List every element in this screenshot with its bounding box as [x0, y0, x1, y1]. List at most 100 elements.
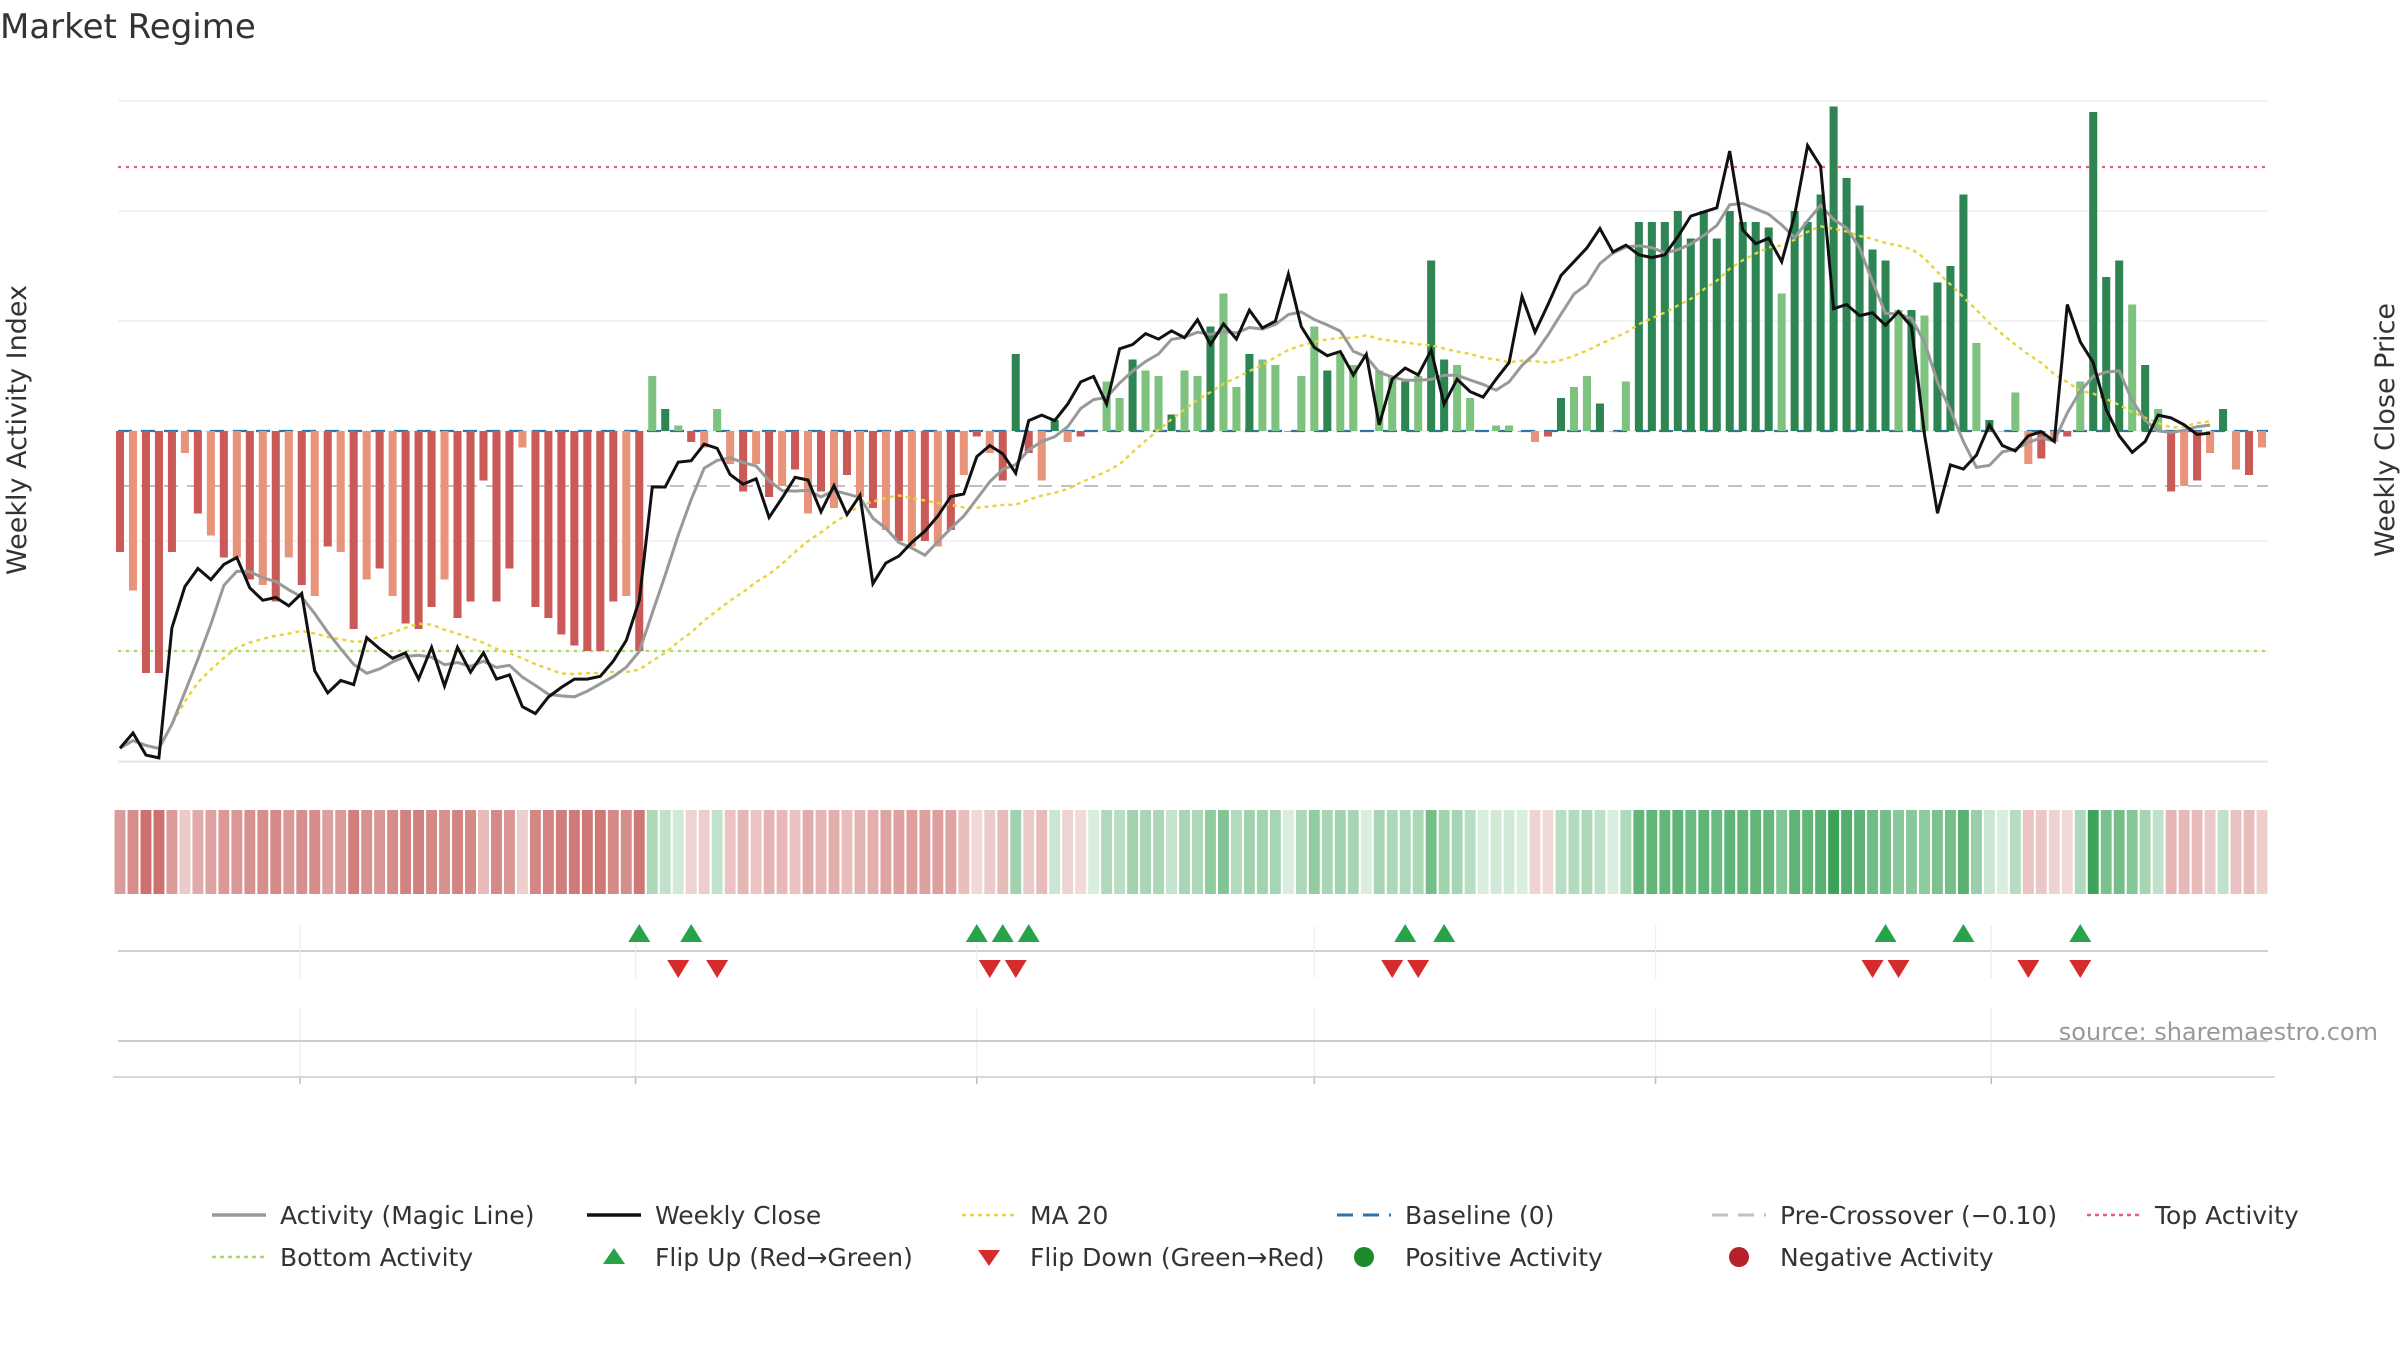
regime-strip-cell: [1230, 810, 1242, 894]
flip-down-marker: [2069, 960, 2092, 978]
regime-strip-cell: [2126, 810, 2138, 894]
regime-strip-cell: [958, 810, 970, 894]
flip-up-marker: [628, 924, 651, 942]
activity-bar: [1660, 222, 1669, 431]
flip-down-marker: [1407, 960, 1430, 978]
activity-bar: [1530, 431, 1540, 442]
regime-strip-cell: [1607, 810, 1619, 894]
regime-strip-cell: [1919, 810, 1930, 894]
legend-label: Bottom Activity: [280, 1242, 474, 1272]
activity-bar: [2115, 260, 2124, 431]
regime-strip-cell: [659, 810, 671, 894]
triangle-up-icon: [603, 1248, 625, 1264]
regime-strip-cell: [2035, 810, 2047, 894]
activity-bar: [1232, 387, 1241, 431]
activity-bar: [1998, 431, 2007, 432]
activity-bar: [791, 431, 800, 470]
regime-strip-cell: [1114, 810, 1126, 894]
regime-strip-cell: [841, 810, 853, 894]
activity-bar: [2180, 431, 2189, 486]
activity-bar: [635, 431, 644, 651]
activity-bar: [1024, 431, 1033, 453]
regime-strip-cell: [1451, 810, 1463, 894]
activity-bar: [2167, 431, 2176, 492]
solid-line-icon: [587, 1213, 641, 1217]
regime-strip-cell: [633, 810, 645, 894]
activity-bar: [855, 431, 864, 497]
activity-bar: [128, 431, 138, 591]
activity-bar: [2219, 409, 2228, 431]
legend: Activity (Magic Line) Weekly Close MA 20 Ba…: [210, 1200, 2360, 1272]
regime-strip-cell: [1893, 810, 1904, 894]
activity-bar: [1284, 431, 1293, 432]
regime-strip-cell: [1490, 810, 1502, 894]
activity-bar: [946, 431, 955, 530]
regime-strip-cell: [1036, 810, 1048, 894]
activity-bar: [1245, 354, 1254, 431]
regime-strip-cell: [1854, 810, 1866, 894]
activity-bar: [453, 431, 462, 618]
activity-bar: [609, 431, 618, 602]
ma20-line: [119, 225, 2211, 750]
regime-strip-cell: [581, 810, 593, 894]
regime-strip-cell: [698, 810, 710, 894]
activity-bar: [1440, 359, 1449, 431]
regime-strip-cell: [491, 810, 502, 894]
activity-bar: [518, 431, 527, 448]
activity-bar: [1206, 326, 1215, 431]
regime-strip-cell: [529, 810, 541, 894]
regime-strip-cell: [2061, 810, 2073, 894]
activity-bar: [829, 431, 839, 508]
regime-strip-cell: [1308, 810, 1320, 894]
regime-strip-cell: [984, 810, 996, 894]
activity-bar: [1582, 376, 1591, 431]
regime-strip-cell: [205, 810, 217, 894]
regime-strip-cell: [828, 810, 840, 894]
regime-strip-cell: [1295, 810, 1307, 894]
regime-strip-cell: [750, 810, 762, 894]
legend-label: Top Activity: [2155, 1200, 2299, 1230]
regime-strip-cell: [2139, 810, 2151, 894]
activity-bar: [752, 431, 761, 464]
activity-bar: [1453, 365, 1462, 431]
activity-bar: [1011, 354, 1020, 431]
regime-strip-cell: [322, 810, 334, 894]
activity-bar: [375, 431, 384, 569]
regime-strip-cell: [1646, 810, 1658, 894]
regime-strip-cell: [387, 810, 399, 894]
activity-bar: [1336, 354, 1345, 431]
flip-up-marker: [2069, 924, 2092, 942]
activity-bar: [1608, 431, 1617, 432]
regime-strip-cell: [1140, 810, 1152, 894]
regime-strip-cell: [1075, 810, 1087, 894]
regime-strip-cell: [919, 810, 931, 894]
activity-bar: [544, 431, 553, 618]
flip-down-marker: [1381, 960, 1404, 978]
activity-bar: [2024, 431, 2033, 464]
activity-bar: [1673, 211, 1682, 431]
legend-item-baseline: Baseline (0): [1335, 1200, 1710, 1230]
activity-bar: [1894, 310, 1903, 431]
regime-strip-cell: [2191, 810, 2203, 894]
legend-label: Flip Up (Red→Green): [655, 1242, 913, 1272]
y2-axis-label: Weekly Close Price: [2370, 303, 2400, 557]
activity-bar: [1297, 376, 1306, 431]
activity-bar: [959, 431, 968, 475]
regime-strip-cell: [1218, 810, 1229, 894]
regime-strip-cell: [1944, 810, 1956, 894]
regime-strip-cell: [1750, 810, 1762, 894]
activity-bar: [1790, 211, 1799, 431]
activity-bar: [1141, 370, 1150, 431]
flip-down-marker: [706, 960, 729, 978]
activity-bar: [1414, 376, 1423, 431]
activity-bar: [648, 376, 657, 431]
activity-bar: [1959, 194, 1968, 431]
regime-strip-cell: [1698, 810, 1710, 894]
regime-strip-cell: [1153, 810, 1164, 894]
activity-bar: [1556, 398, 1566, 431]
activity-bar: [2011, 392, 2020, 431]
activity-bar: [985, 431, 994, 453]
activity-bar: [687, 431, 696, 442]
regime-strip-cell: [1166, 810, 1177, 894]
